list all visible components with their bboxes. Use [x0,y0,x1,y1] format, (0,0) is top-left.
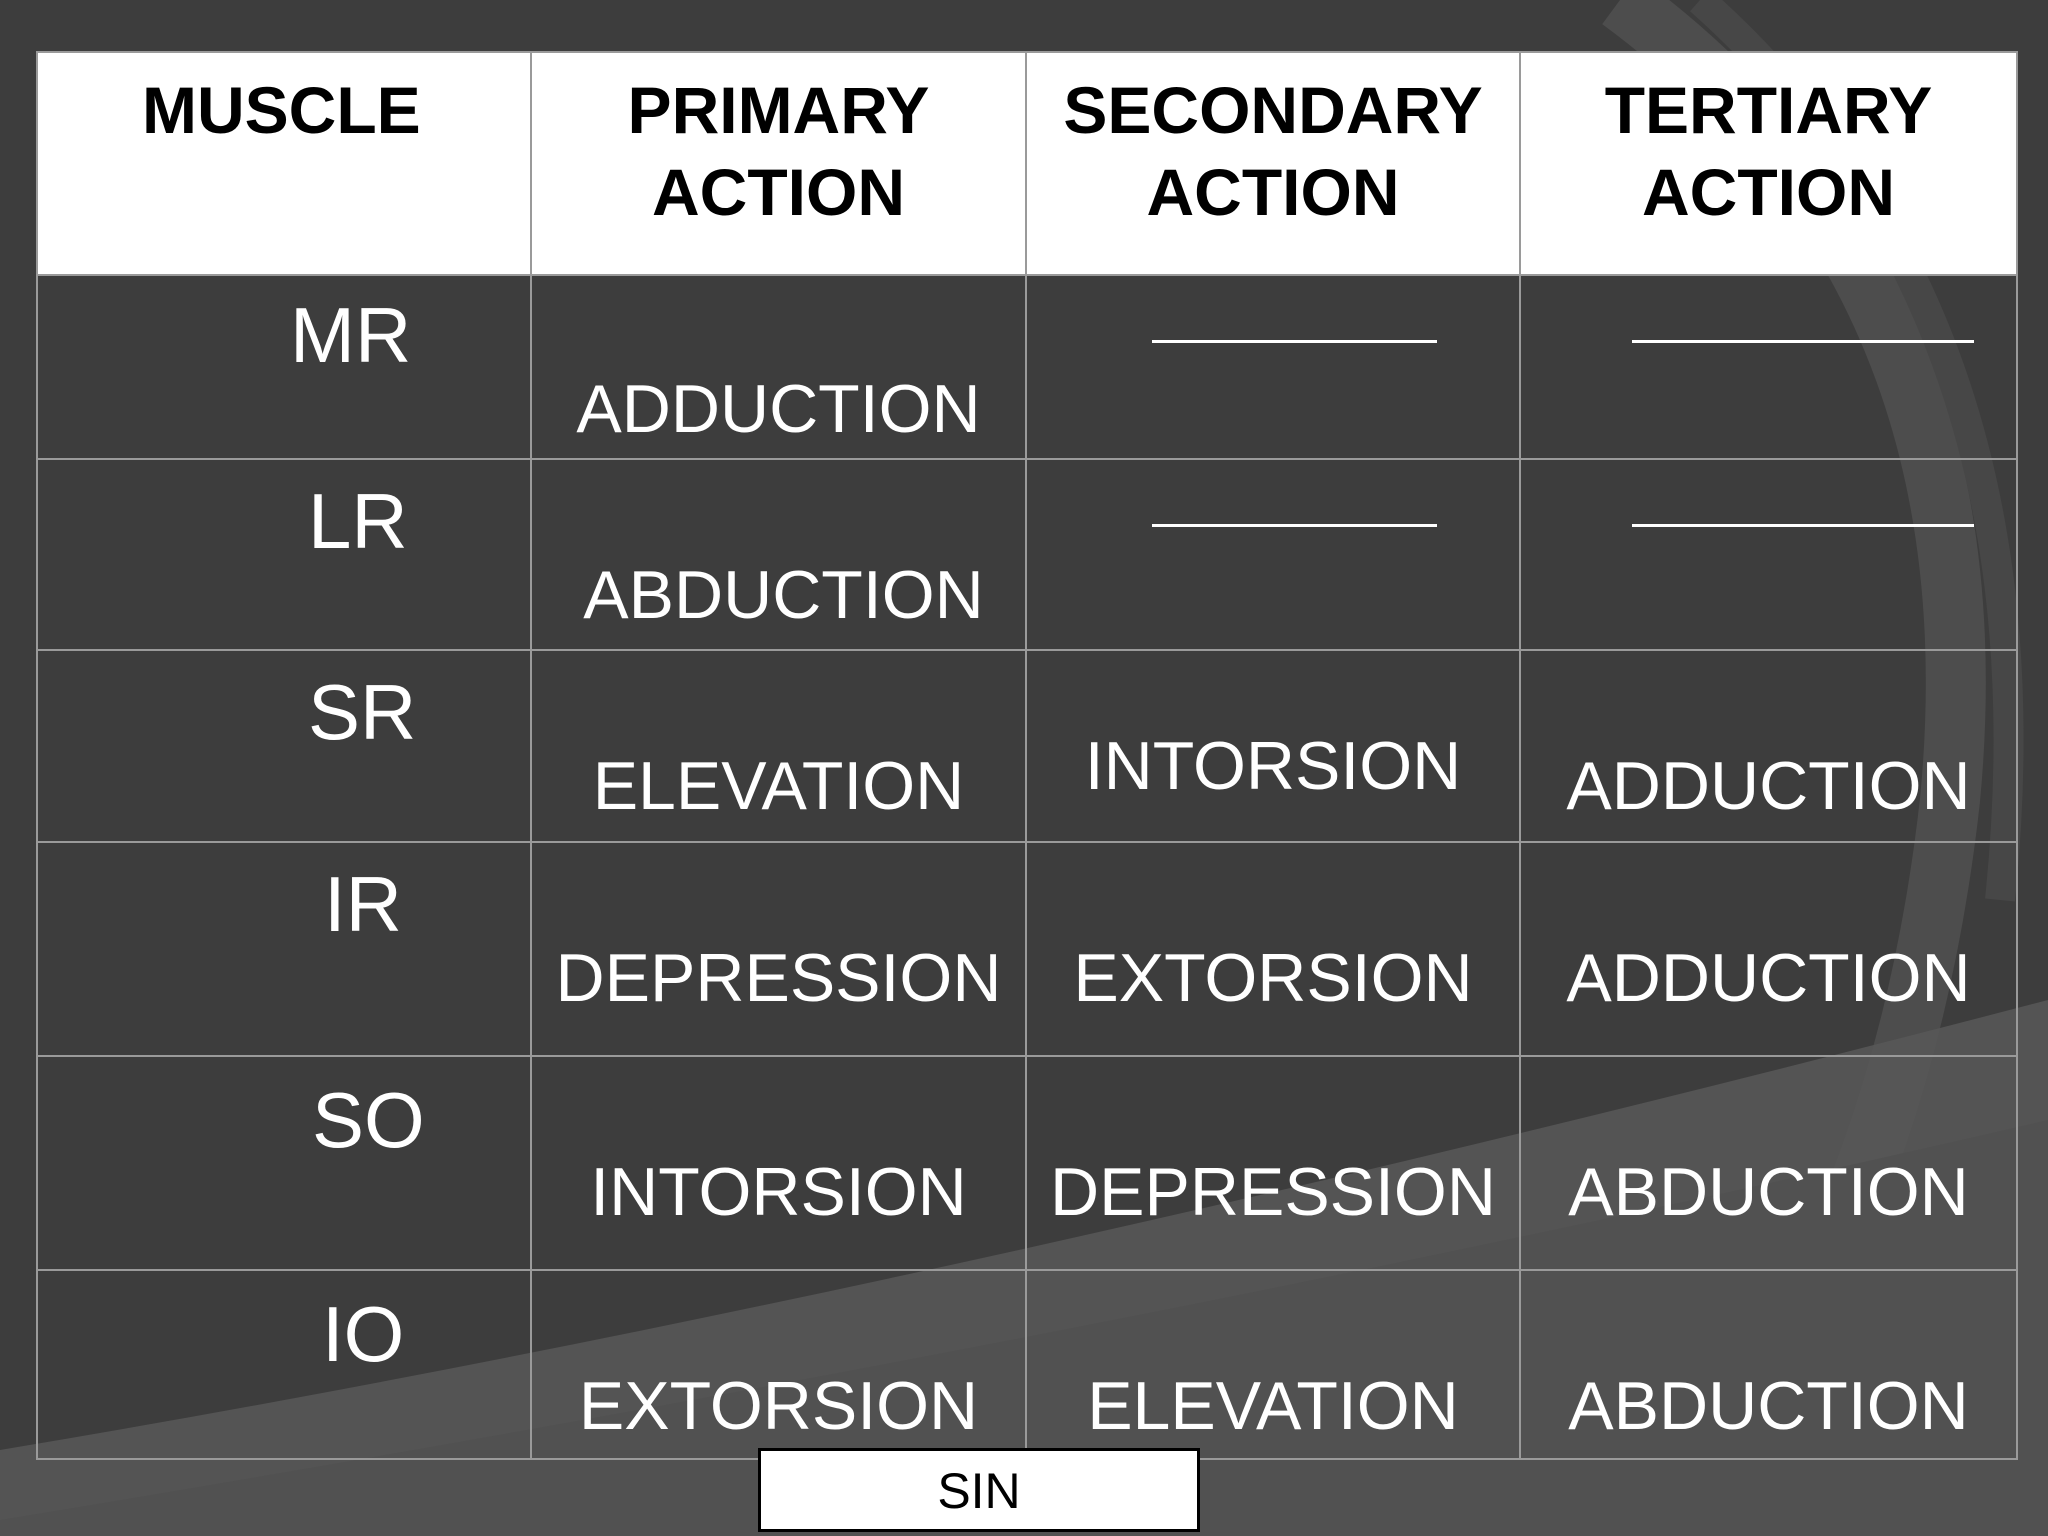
muscle-label: IO [322,1289,405,1378]
secondary-cell: DEPRESSION [1025,1054,1521,1271]
tertiary-action: ADDUCTION [1566,748,1971,825]
table-row: LR ABDUCTION [36,458,2018,652]
tertiary-action: ABDUCTION [1568,1367,1969,1444]
tertiary-cell [1519,274,2018,461]
primary-action: ABDUCTION [583,557,984,634]
primary-action: INTORSION [590,1153,967,1230]
secondary-cell: ELEVATION [1025,1268,1521,1461]
header-tertiary-line1: TERTIARY [1604,73,1933,147]
blank-line [1632,340,1974,344]
blank-line [1632,524,1974,528]
sin-label-box: SIN [758,1448,1200,1532]
primary-cell: ELEVATION [530,649,1027,843]
muscle-actions-table: MUSCLE PRIMARY ACTION SECONDARY ACTION T… [36,50,2018,1461]
secondary-cell: EXTORSION [1025,840,1521,1057]
muscle-cell: SR [36,649,532,843]
table-row: SR ELEVATION INTORSION ADDUCTION [36,649,2018,843]
tertiary-cell: ADDUCTION [1519,649,2018,843]
header-secondary-action: SECONDARY ACTION [1025,50,1521,277]
header-primary-line1: PRIMARY [627,73,930,147]
secondary-action: EXTORSION [1073,939,1473,1016]
muscle-cell: IR [36,840,532,1057]
primary-cell: INTORSION [530,1054,1027,1271]
tertiary-cell: ABDUCTION [1519,1054,2018,1271]
muscle-cell: LR [36,458,532,652]
table-row: SO INTORSION DEPRESSION ABDUCTION [36,1054,2018,1271]
secondary-cell [1025,458,1521,652]
primary-cell: ADDUCTION [530,274,1027,461]
header-tertiary-action: TERTIARY ACTION [1519,50,2018,277]
tertiary-cell [1519,458,2018,652]
primary-cell: DEPRESSION [530,840,1027,1057]
muscle-cell: MR [36,274,532,461]
header-secondary-line2: ACTION [1146,155,1400,229]
primary-action: ELEVATION [592,748,965,825]
secondary-action: DEPRESSION [1050,1153,1496,1230]
secondary-cell: INTORSION [1025,649,1521,843]
table-row: IO EXTORSION ELEVATION ABDUCTION [36,1268,2018,1461]
blank-line [1152,340,1437,344]
sin-label: SIN [937,1463,1021,1519]
blank-line [1152,524,1437,528]
secondary-action: INTORSION [1084,728,1462,805]
muscle-cell: IO [36,1268,532,1461]
muscle-label: LR [308,477,408,566]
muscle-label: MR [290,291,412,380]
muscle-cell: SO [36,1054,532,1271]
muscle-label: IR [324,859,402,948]
primary-action: EXTORSION [578,1367,979,1444]
tertiary-action: ADDUCTION [1566,939,1971,1016]
secondary-cell [1025,274,1521,461]
secondary-action: ELEVATION [1087,1367,1459,1444]
primary-action: DEPRESSION [555,939,1002,1016]
header-muscle: MUSCLE [36,50,532,277]
table-row: IR DEPRESSION EXTORSION ADDUCTION [36,840,2018,1057]
header-primary-action: PRIMARY ACTION [530,50,1027,277]
tertiary-cell: ABDUCTION [1519,1268,2018,1461]
tertiary-cell: ADDUCTION [1519,840,2018,1057]
muscle-label: SR [308,668,417,757]
header-primary-line2: ACTION [652,155,905,229]
primary-cell: EXTORSION [530,1268,1027,1461]
header-muscle-label: MUSCLE [142,73,421,147]
tertiary-action: ABDUCTION [1568,1153,1969,1230]
muscle-label: SO [312,1075,425,1164]
table-row: MR ADDUCTION [36,274,2018,461]
primary-action: ADDUCTION [576,371,981,448]
primary-cell: ABDUCTION [530,458,1027,652]
header-row: MUSCLE PRIMARY ACTION SECONDARY ACTION T… [36,50,2018,277]
header-tertiary-line2: ACTION [1642,155,1895,229]
header-secondary-line1: SECONDARY [1063,73,1483,147]
